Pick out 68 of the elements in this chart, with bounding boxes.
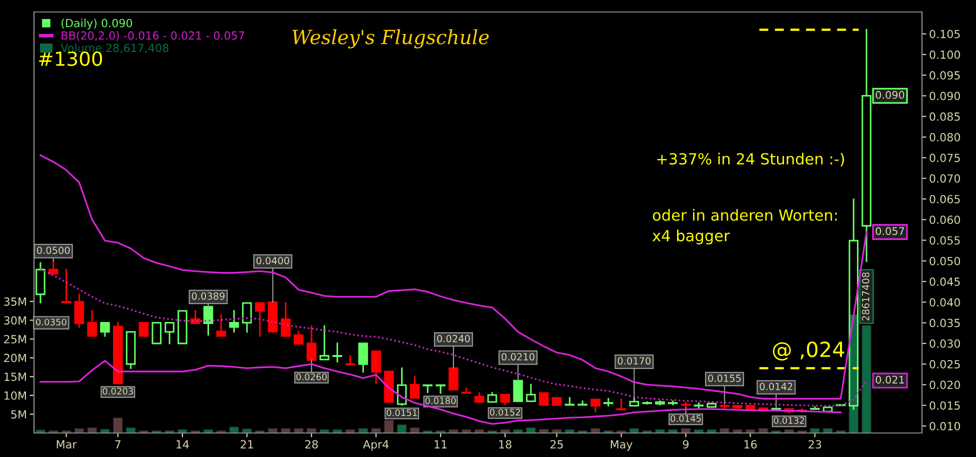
y-tick-label: 0.105	[930, 30, 960, 38]
text: 0.0142	[760, 382, 792, 390]
text: 0.0155	[708, 374, 741, 382]
x-tick-label: 25	[550, 440, 563, 449]
y-tick-label: 0.030	[930, 339, 960, 348]
y-tick-label: 0.085	[930, 112, 960, 121]
legend-label: (Daily) 0.090	[62, 18, 132, 30]
x-tick-label: 28	[305, 440, 318, 449]
text: 0.0170	[618, 357, 651, 365]
y-tick-label: 0.025	[930, 360, 960, 368]
text: 0.0152	[490, 408, 520, 416]
y-tick-label: 0.055	[930, 236, 960, 245]
x-tick-label: May	[610, 440, 632, 451]
y-tick-label: 0.015	[930, 401, 960, 410]
annotation: +337% in 24 Stunden :-)	[657, 152, 844, 166]
x-tick-label: 9	[682, 440, 689, 449]
x-tick-label: 18	[499, 440, 512, 449]
y-tick-label: 0.010	[930, 422, 960, 430]
y-tick-label: 0.035	[930, 318, 960, 328]
text: 0.0389	[192, 292, 225, 300]
text: 0.0500	[36, 246, 70, 254]
data-label: 28617408	[862, 272, 870, 321]
y2-tick-label: 20M	[4, 354, 26, 362]
text: 0.0180	[425, 397, 456, 404]
x-tick-label: 21	[240, 440, 254, 448]
y2-tick-label: 25M	[4, 335, 26, 344]
y-tick-label: 0.060	[930, 216, 960, 224]
y-tick-label: 0.065	[930, 194, 960, 204]
y-tick-label: 0.050	[930, 256, 960, 266]
text: Wesley's Flugschule	[292, 29, 489, 48]
y-tick-label: 0.020	[930, 380, 960, 390]
text: 0.0260	[296, 373, 327, 380]
text: 0.090	[876, 90, 904, 99]
y-tick-label: 0.045	[930, 277, 960, 286]
y-tick-label: 0.090	[930, 92, 960, 100]
legend-label: Volume 28,617,408	[60, 44, 168, 54]
data-label: 0.057	[876, 227, 904, 236]
ref-line-label: @ ,024	[772, 341, 844, 361]
legend-label: BB(20,2.0) -0.016 - 0.021 - 0.057	[62, 31, 244, 41]
text: 0.0132	[774, 417, 804, 424]
annotation: #1300	[39, 51, 102, 66]
x-tick-label: 23	[808, 440, 822, 449]
data-label: 0.021	[876, 376, 904, 384]
x-tick-label: 11	[434, 440, 447, 448]
y2-tick-label: 30M	[4, 316, 26, 325]
y2-tick-label: 35M	[4, 297, 26, 306]
text: 0.0210	[502, 353, 534, 360]
text: 0.0400	[256, 256, 290, 264]
annotation: 0.0350	[36, 318, 66, 326]
y-tick-label: 0.100	[930, 50, 960, 59]
x-tick-label: Apr4	[362, 440, 389, 451]
y2-tick-label: 15M	[4, 372, 26, 381]
y2-tick-label: 10M	[4, 391, 26, 400]
y-tick-label: 0.075	[930, 154, 960, 162]
text: 0.0145	[670, 415, 701, 422]
y-tick-label: 0.080	[930, 133, 960, 142]
y2-tick-label: 5M	[11, 410, 26, 419]
y-tick-label: 0.040	[930, 298, 960, 307]
text: 0.0151	[386, 409, 417, 416]
annotation: oder in anderen Worten: x4 bagger	[652, 209, 837, 244]
x-tick-label: 16	[744, 440, 757, 449]
x-tick-label: 7	[115, 440, 120, 448]
x-tick-label: 14	[176, 440, 189, 448]
x-tick-label: Mar	[56, 440, 77, 449]
y-tick-label: 0.095	[930, 71, 960, 80]
text: 0.0203	[102, 388, 133, 395]
y-tick-label: 0.070	[930, 174, 960, 183]
text: 0.0240	[437, 334, 470, 342]
